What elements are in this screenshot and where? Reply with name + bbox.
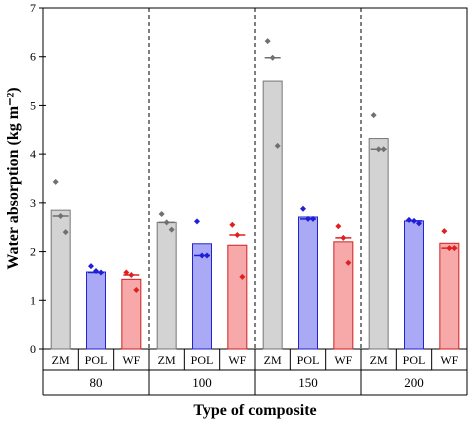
bar-100-zm [156,221,177,350]
data-point-200-wf [451,245,458,252]
data-point-80-zm [52,178,59,185]
data-point-200-pol [406,216,412,223]
y-tick-label: 1 [30,293,36,307]
data-point-200-pol [416,220,422,227]
bar-150-pol [298,216,318,350]
bar-200-pol [404,220,424,350]
data-point-80-wf [123,269,130,276]
y-axis-ticks: 0 1 2 3 4 5 6 7 [30,1,46,356]
data-point-200-zm [375,146,382,153]
data-point-200-zm [370,112,377,119]
data-point-100-wf [234,232,241,239]
points-layer [52,38,458,294]
group-label-200: 200 [404,375,424,390]
data-point-100-pol [194,218,200,225]
data-point-100-zm [158,211,165,218]
frame-layer [42,7,468,396]
group-labels: 80 100 150 200 [90,375,424,390]
data-point-150-pol [310,215,316,222]
bar-80-zm [50,209,71,350]
y-axis-title: Water absorption (kg m⁻²) [5,87,22,269]
category-label-pol: POL [191,353,214,367]
category-label-wf: WF [334,353,352,367]
category-label-wf: WF [440,353,458,367]
bar-80-pol [86,271,106,350]
category-label-wf: WF [122,353,140,367]
data-point-150-wf [340,234,347,241]
y-tick-label: 0 [30,342,36,356]
data-point-100-pol [204,252,210,259]
data-point-80-pol [93,268,99,275]
group-label-100: 100 [192,375,212,390]
category-label-wf: WF [228,353,246,367]
data-point-150-pol [305,215,311,222]
category-label-zm: ZM [158,353,176,367]
data-point-80-zm [62,229,69,236]
category-label-zm: ZM [264,353,282,367]
data-point-200-wf [441,228,448,235]
bar-150-wf [333,241,354,350]
category-label-pol: POL [297,353,320,367]
data-point-80-pol [88,263,94,270]
category-labels: ZM POL WF ZM POL WF ZM POL WF ZM POL WF [52,353,459,367]
y-tick-label: 4 [30,147,36,161]
bar-100-pol [192,243,212,350]
data-point-150-zm [274,142,281,149]
group-label-80: 80 [90,375,103,390]
data-point-150-zm [264,38,271,45]
bar-200-wf [439,242,460,350]
bar-150-zm [262,80,283,350]
data-point-100-zm [168,226,175,233]
data-point-100-wf [229,221,236,228]
y-tick-label: 2 [30,245,36,259]
bar-200-zm [368,138,389,350]
data-point-200-zm [380,146,387,153]
category-label-zm: ZM [52,353,70,367]
data-point-100-zm [163,219,170,226]
category-label-pol: POL [85,353,108,367]
data-point-200-pol [411,217,417,224]
category-label-zm: ZM [370,353,388,367]
data-point-150-wf [345,259,352,266]
data-point-80-wf [128,271,135,278]
y-tick-label: 5 [30,98,36,112]
y-tick-label: 6 [30,50,36,64]
data-point-80-wf [133,287,140,294]
bar-100-wf [227,244,248,350]
data-point-100-pol [199,252,205,259]
data-point-100-wf [239,273,246,280]
data-point-80-zm [57,213,64,220]
data-point-150-wf [335,223,342,230]
bar-80-wf [121,278,142,350]
data-point-200-wf [446,245,453,252]
x-axis-title: Type of composite [193,402,316,419]
data-point-150-zm [269,54,276,61]
bars-layer [50,80,460,350]
y-tick-label: 3 [30,196,36,210]
y-tick-label: 7 [30,1,36,15]
category-label-pol: POL [403,353,426,367]
data-point-80-pol [98,269,104,276]
group-label-150: 150 [298,375,318,390]
data-point-150-pol [300,205,306,212]
